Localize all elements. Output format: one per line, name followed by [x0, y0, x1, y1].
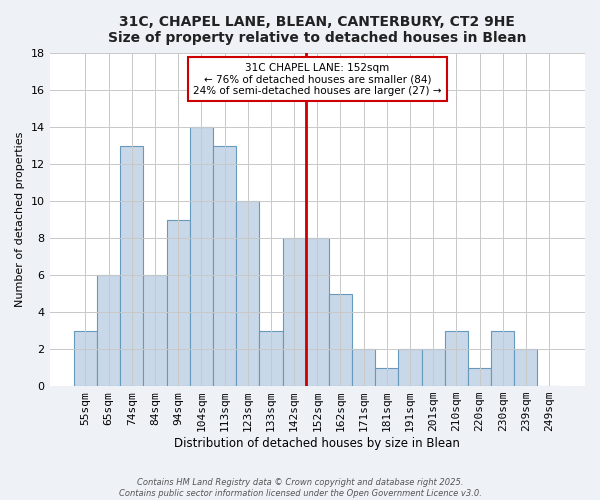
Bar	[398, 349, 422, 386]
Bar	[468, 368, 491, 386]
Bar	[514, 349, 538, 386]
Bar	[352, 349, 375, 386]
Bar	[143, 275, 167, 386]
Y-axis label: Number of detached properties: Number of detached properties	[15, 132, 25, 308]
Text: Contains HM Land Registry data © Crown copyright and database right 2025.
Contai: Contains HM Land Registry data © Crown c…	[119, 478, 481, 498]
Bar	[422, 349, 445, 386]
Bar	[74, 330, 97, 386]
Bar	[97, 275, 120, 386]
Bar	[283, 238, 305, 386]
Bar	[305, 238, 329, 386]
Bar	[259, 330, 283, 386]
Bar	[213, 146, 236, 386]
Bar	[236, 201, 259, 386]
Bar	[329, 294, 352, 386]
Title: 31C, CHAPEL LANE, BLEAN, CANTERBURY, CT2 9HE
Size of property relative to detach: 31C, CHAPEL LANE, BLEAN, CANTERBURY, CT2…	[108, 15, 527, 45]
Bar	[491, 330, 514, 386]
Bar	[120, 146, 143, 386]
Bar	[375, 368, 398, 386]
Text: 31C CHAPEL LANE: 152sqm
← 76% of detached houses are smaller (84)
24% of semi-de: 31C CHAPEL LANE: 152sqm ← 76% of detache…	[193, 62, 442, 96]
Bar	[445, 330, 468, 386]
Bar	[167, 220, 190, 386]
X-axis label: Distribution of detached houses by size in Blean: Distribution of detached houses by size …	[175, 437, 460, 450]
Bar	[190, 128, 213, 386]
